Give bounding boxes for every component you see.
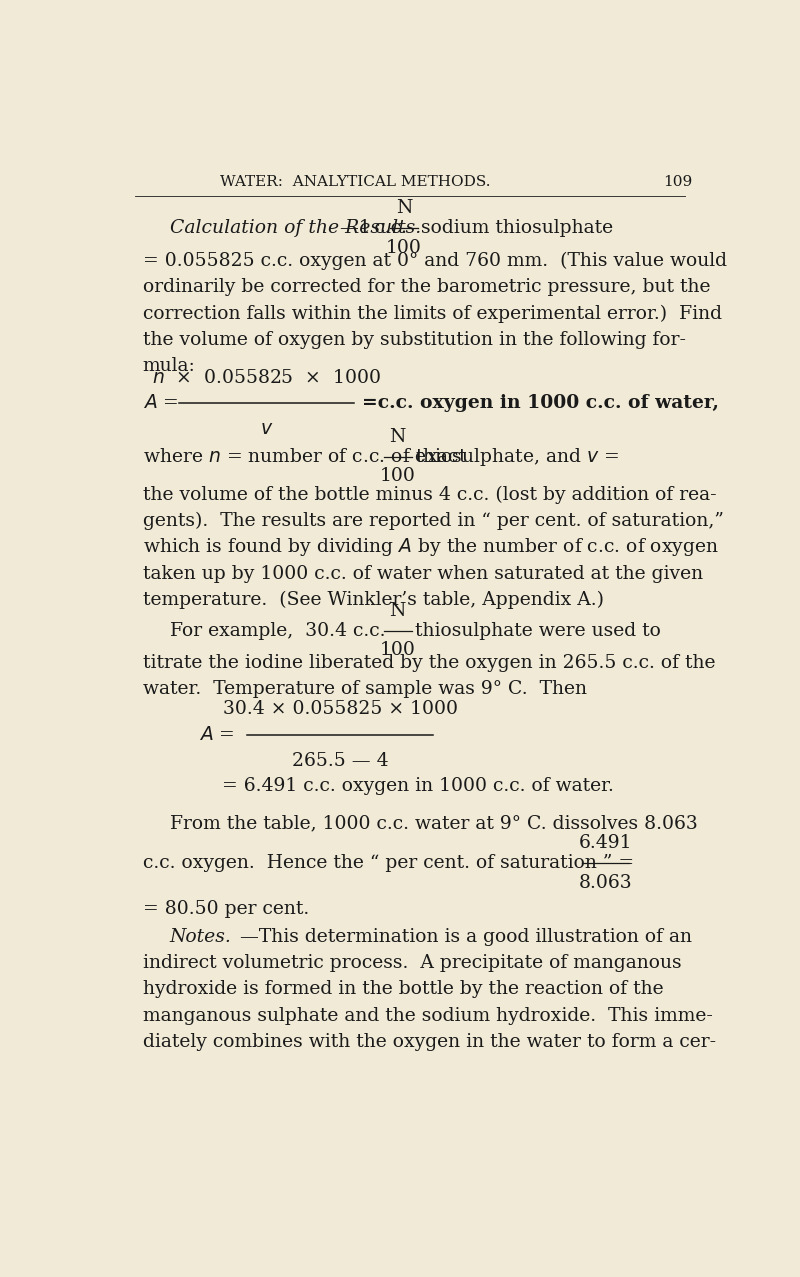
Text: 6.491: 6.491 xyxy=(578,834,632,853)
Text: correction falls within the limits of experimental error.)  Find: correction falls within the limits of ex… xyxy=(142,304,722,323)
Text: 265.5 — 4: 265.5 — 4 xyxy=(292,752,389,770)
Text: thiosulphate were used to: thiosulphate were used to xyxy=(414,622,661,640)
Text: indirect volumetric process.  A precipitate of manganous: indirect volumetric process. A precipita… xyxy=(142,954,682,972)
Text: 100: 100 xyxy=(380,467,415,485)
Text: —This determination is a good illustration of an: —This determination is a good illustrati… xyxy=(239,928,691,946)
Text: temperature.  (See Winkler’s table, Appendix A.): temperature. (See Winkler’s table, Appen… xyxy=(142,591,604,609)
Text: diately combines with the oxygen in the water to form a cer-: diately combines with the oxygen in the … xyxy=(142,1033,716,1051)
Text: which is found by dividing $A$ by the number of c.c. of oxygen: which is found by dividing $A$ by the nu… xyxy=(142,536,718,558)
Text: For example,  30.4 c.c.: For example, 30.4 c.c. xyxy=(170,622,386,640)
Text: ordinarily be corrected for the barometric pressure, but the: ordinarily be corrected for the barometr… xyxy=(142,278,710,296)
Text: $n$  ×  0.055825  ×  1000: $n$ × 0.055825 × 1000 xyxy=(152,369,381,387)
Text: N: N xyxy=(396,199,412,217)
Text: taken up by 1000 c.c. of water when saturated at the given: taken up by 1000 c.c. of water when satu… xyxy=(142,564,702,582)
Text: $A$ =: $A$ = xyxy=(142,393,178,411)
Text: From the table, 1000 c.c. water at 9° C. dissolves 8.063: From the table, 1000 c.c. water at 9° C.… xyxy=(170,815,698,833)
Text: =c.c. oxygen in 1000 c.c. of water,: =c.c. oxygen in 1000 c.c. of water, xyxy=(362,393,719,411)
Text: WATER:  ANALYTICAL METHODS.: WATER: ANALYTICAL METHODS. xyxy=(221,175,491,189)
Text: = 80.50 per cent.: = 80.50 per cent. xyxy=(142,900,309,918)
Text: c.c. oxygen.  Hence the “ per cent. of saturation ” =: c.c. oxygen. Hence the “ per cent. of sa… xyxy=(142,854,634,872)
Text: thiosulphate, and $v$ =: thiosulphate, and $v$ = xyxy=(414,446,619,467)
Text: N: N xyxy=(390,428,406,446)
Text: the volume of oxygen by substitution in the following for-: the volume of oxygen by substitution in … xyxy=(142,331,686,349)
Text: Notes.: Notes. xyxy=(170,928,232,946)
Text: = 0.055825 c.c. oxygen at 0° and 760 mm.  (This value would: = 0.055825 c.c. oxygen at 0° and 760 mm.… xyxy=(142,252,726,271)
Text: where $n$ = number of c.c. of exact: where $n$ = number of c.c. of exact xyxy=(142,448,467,466)
Text: titrate the iodine liberated by the oxygen in 265.5 c.c. of the: titrate the iodine liberated by the oxyg… xyxy=(142,654,715,672)
Text: hydroxide is formed in the bottle by the reaction of the: hydroxide is formed in the bottle by the… xyxy=(142,981,663,999)
Text: 100: 100 xyxy=(380,641,415,659)
Text: 100: 100 xyxy=(386,239,422,257)
Text: $v$: $v$ xyxy=(260,420,274,438)
Text: mula:: mula: xyxy=(142,356,195,374)
Text: = 6.491 c.c. oxygen in 1000 c.c. of water.: = 6.491 c.c. oxygen in 1000 c.c. of wate… xyxy=(222,778,614,796)
Text: $A$ =: $A$ = xyxy=(199,727,234,744)
Text: manganous sulphate and the sodium hydroxide.  This imme-: manganous sulphate and the sodium hydrox… xyxy=(142,1006,713,1024)
Text: water.  Temperature of sample was 9° C.  Then: water. Temperature of sample was 9° C. T… xyxy=(142,681,586,699)
Text: 109: 109 xyxy=(662,175,692,189)
Text: gents).  The results are reported in “ per cent. of saturation,”: gents). The results are reported in “ pe… xyxy=(142,512,723,530)
Text: Calculation of the Results.: Calculation of the Results. xyxy=(170,218,421,238)
Text: 30.4 × 0.055825 × 1000: 30.4 × 0.055825 × 1000 xyxy=(222,700,458,719)
Text: the volume of the bottle minus 4 c.c. (lost by addition of rea-: the volume of the bottle minus 4 c.c. (l… xyxy=(142,487,716,504)
Text: N: N xyxy=(390,601,406,619)
Text: —1 c.c.: —1 c.c. xyxy=(340,218,407,238)
Text: 8.063: 8.063 xyxy=(578,873,632,891)
Text: sodium thiosulphate: sodium thiosulphate xyxy=(421,218,613,238)
